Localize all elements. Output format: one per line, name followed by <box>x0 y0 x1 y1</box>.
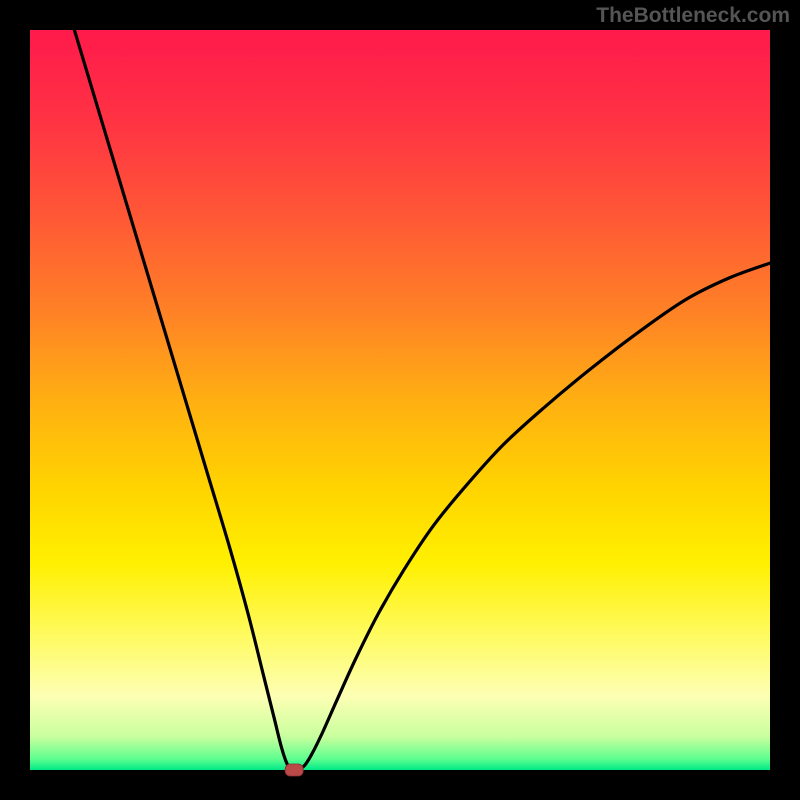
bottleneck-chart: TheBottleneck.com <box>0 0 800 800</box>
watermark-text: TheBottleneck.com <box>596 4 790 28</box>
plot-background <box>30 30 770 770</box>
chart-svg <box>0 0 800 800</box>
optimum-marker <box>285 764 303 776</box>
